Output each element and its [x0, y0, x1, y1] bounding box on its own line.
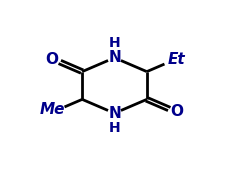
- Text: O: O: [46, 51, 59, 67]
- Text: H: H: [109, 36, 120, 50]
- Text: O: O: [170, 104, 183, 120]
- Text: N: N: [108, 106, 121, 121]
- Text: H: H: [109, 121, 120, 135]
- Text: Et: Et: [168, 51, 186, 67]
- Text: Me: Me: [39, 102, 65, 117]
- Text: N: N: [108, 50, 121, 65]
